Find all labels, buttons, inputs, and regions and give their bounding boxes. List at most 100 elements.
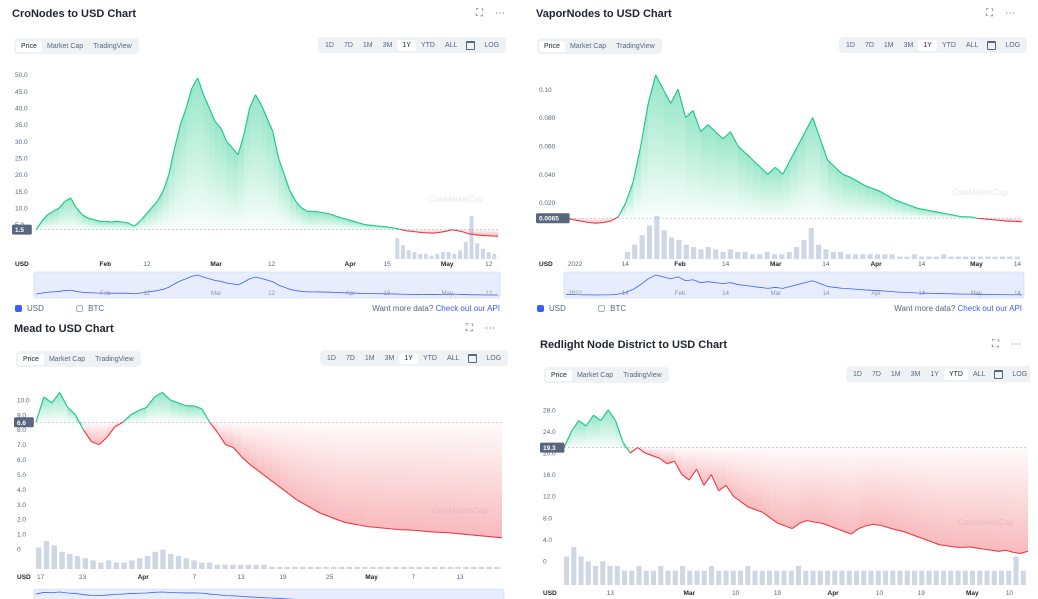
tab-price[interactable]: Price [16,40,42,52]
price-line-segment [446,532,455,534]
price-line-segment [762,511,771,519]
price-line-segment [463,231,470,235]
price-area [312,422,321,514]
calendar-icon[interactable] [466,40,476,50]
range-1m[interactable]: 1M [364,354,375,362]
api-link[interactable]: Check out our API [435,304,500,313]
log-toggle[interactable]: LOG [1012,370,1028,378]
volume-bar [933,256,939,259]
range-navigator[interactable] [33,588,505,599]
log-toggle[interactable]: LOG [1005,41,1021,49]
volume-bar [890,570,896,585]
tab-market-cap[interactable]: Market Cap [569,42,607,50]
log-toggle[interactable]: LOG [484,41,500,49]
tab-market-cap[interactable]: Market Cap [576,371,614,379]
range-3m[interactable]: 3M [382,41,393,49]
price-line-segment [595,221,604,224]
range-1m[interactable]: 1M [883,41,894,49]
price-line-segment [375,526,384,529]
price-line-segment [932,541,940,546]
legend-usd[interactable]: USD [15,304,44,313]
range-7d[interactable]: 7D [343,41,353,49]
price-area [685,110,694,219]
more-icon[interactable]: ⋯ [485,323,495,334]
legend-btc[interactable]: BTC [598,304,626,313]
tab-price[interactable]: Price [539,40,565,52]
price-area [932,211,940,219]
range-1d[interactable]: 1D [853,370,862,378]
volume-bar [578,556,584,585]
range-ytd[interactable]: YTD [420,41,435,49]
range-7d[interactable]: 7D [345,354,355,362]
more-icon[interactable]: ⋯ [495,8,505,19]
calendar-icon[interactable] [468,353,478,363]
price-line-segment [388,226,395,229]
range-1d[interactable]: 1D [327,354,336,362]
range-all[interactable]: ALL [444,41,458,49]
range-7d[interactable]: 7D [871,370,881,378]
range-ytd[interactable]: YTD [941,41,956,49]
range-navigator[interactable] [563,271,1025,299]
price-area [784,447,793,529]
range-1y[interactable]: 1Y [397,39,416,51]
calendar-icon[interactable] [987,40,997,50]
range-3m[interactable]: 3M [903,41,914,49]
range-all[interactable]: ALL [972,370,986,378]
tab-tradingview[interactable]: TradingView [95,355,134,363]
price-line-segment [1020,550,1029,554]
tab-price[interactable]: Price [18,353,44,365]
price-area [630,447,638,453]
range-ytd[interactable]: YTD [422,354,437,362]
more-icon[interactable]: ⋯ [1011,339,1021,350]
usd-checkbox-icon [15,305,22,312]
range-1y[interactable]: 1Y [930,370,939,378]
calendar-icon[interactable] [994,369,1004,379]
volume-bar [709,566,715,585]
volume-bar [904,570,910,585]
range-1d[interactable]: 1D [846,41,855,49]
legend-btc[interactable]: BTC [76,304,104,313]
fullscreen-icon[interactable]: ⛶ [476,8,483,19]
y-tick-label: 4.0 [543,537,552,544]
range-1m[interactable]: 1M [890,370,901,378]
tab-tradingview[interactable]: TradingView [93,42,132,50]
y-tick-label: 12.0 [543,494,556,501]
price-line-segment [415,529,424,532]
y-tick-label: 15.0 [15,189,28,196]
range-1y[interactable]: 1Y [918,39,937,51]
tab-tradingview[interactable]: TradingView [616,42,655,50]
api-link[interactable]: Check out our API [957,304,1022,313]
legend-usd[interactable]: USD [537,304,566,313]
range-3m[interactable]: 3M [384,354,395,362]
range-all[interactable]: ALL [965,41,979,49]
log-toggle[interactable]: LOG [486,354,502,362]
price-area [737,145,746,219]
tab-price[interactable]: Price [546,369,572,381]
price-line-segment [130,409,139,416]
more-icon[interactable]: ⋯ [1005,8,1015,19]
price-line-segment [673,460,683,475]
fullscreen-icon[interactable]: ⛶ [992,339,999,350]
volume-bar [839,570,845,585]
range-ytd[interactable]: YTD [943,368,968,380]
range-all[interactable]: ALL [446,354,460,362]
price-line-segment [272,131,280,159]
tab-tradingview[interactable]: TradingView [623,371,662,379]
price-area [225,422,234,448]
x-tick-label: Mar [210,261,222,268]
price-line-segment [146,396,155,408]
volume-bar [446,252,451,259]
range-1d[interactable]: 1D [325,41,334,49]
fullscreen-icon[interactable]: ⛶ [466,323,473,334]
range-7d[interactable]: 7D [864,41,874,49]
price-line-segment [969,216,978,219]
price-area [209,108,216,230]
volume-bar [43,541,50,569]
tab-market-cap[interactable]: Market Cap [48,355,86,363]
tab-market-cap[interactable]: Market Cap [46,42,84,50]
range-3m[interactable]: 3M [910,370,921,378]
range-1m[interactable]: 1M [362,41,373,49]
fullscreen-icon[interactable]: ⛶ [986,8,993,19]
price-line-segment [353,220,360,224]
range-1y[interactable]: 1Y [399,352,418,364]
